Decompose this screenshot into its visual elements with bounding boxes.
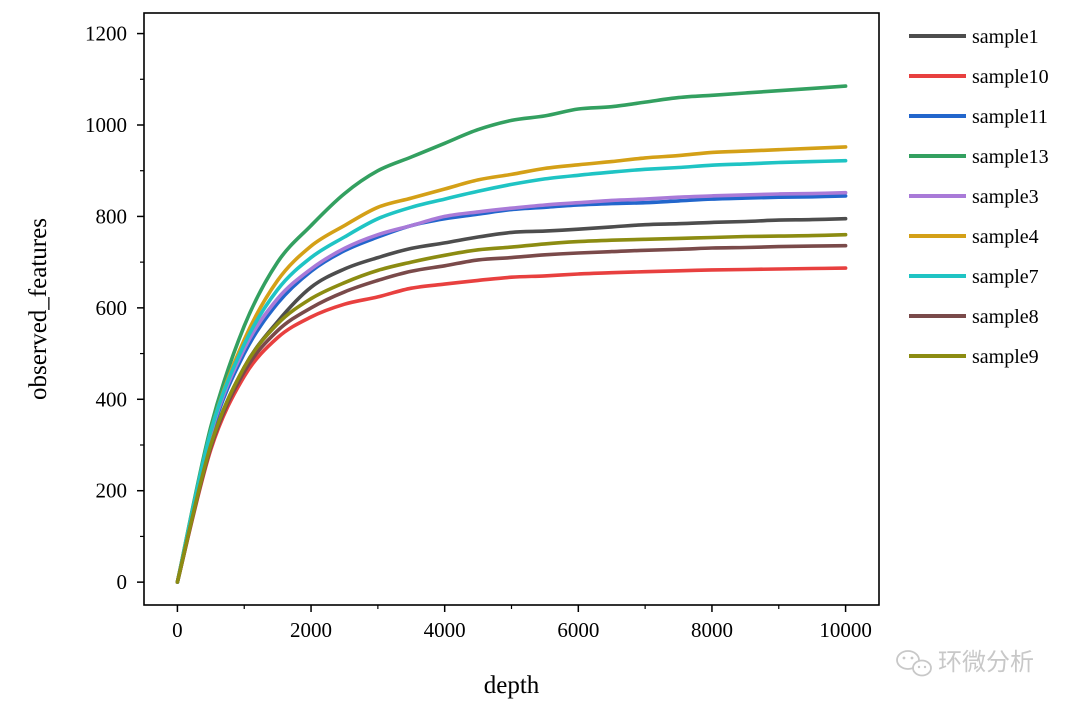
- y-tick-label: 600: [96, 296, 128, 320]
- legend-item-sample7: sample7: [909, 266, 1039, 288]
- y-tick-label: 0: [117, 570, 128, 594]
- legend-label: sample4: [972, 226, 1039, 248]
- x-axis-title: depth: [484, 672, 540, 699]
- legend-item-sample4: sample4: [909, 226, 1039, 248]
- series-line-sample4: [175, 145, 848, 584]
- legend-label: sample3: [972, 186, 1039, 208]
- watermark-text: 环微分析: [938, 648, 1034, 676]
- y-tick-label: 1000: [85, 113, 127, 137]
- legend-label: sample7: [972, 266, 1039, 288]
- legend-item-sample1: sample1: [909, 26, 1039, 48]
- legend-label: sample9: [972, 346, 1039, 368]
- x-axis-ticks: 0 2000 4000 6000 8000 10000: [172, 605, 872, 642]
- legend-item-sample8: sample8: [909, 306, 1039, 328]
- series-line-sample7: [175, 158, 848, 584]
- plot-frame: [143, 12, 880, 606]
- legend-label: sample1: [972, 26, 1039, 48]
- x-tick-label: 4000: [424, 618, 466, 642]
- legend-item-sample11: sample11: [909, 106, 1048, 128]
- y-tick-label: 800: [96, 204, 128, 228]
- series-line-sample8: [175, 243, 848, 584]
- legend-label: sample11: [972, 106, 1048, 128]
- series-line-sample9: [175, 232, 848, 584]
- legend-item-sample13: sample13: [909, 146, 1049, 168]
- series-line-sample3: [175, 190, 848, 584]
- series-line-sample10: [175, 266, 848, 584]
- x-tick-label: 2000: [290, 618, 332, 642]
- x-tick-label: 8000: [691, 618, 733, 642]
- watermark: 环微分析: [896, 648, 1034, 677]
- legend-label: sample13: [972, 146, 1049, 168]
- x-tick-label: 6000: [557, 618, 599, 642]
- legend-label: sample8: [972, 306, 1039, 328]
- legend-label: sample10: [972, 66, 1049, 88]
- y-axis-ticks: 0 200 400 600 800 1000 1200: [85, 22, 144, 594]
- y-tick-label: 400: [96, 387, 128, 411]
- legend: sample1 sample10 sample11 sample13 sample3 sa…: [909, 26, 1049, 368]
- series-line-sample13: [175, 84, 848, 584]
- legend-item-sample9: sample9: [909, 346, 1039, 368]
- series-line-sample11: [175, 194, 848, 584]
- x-tick-label: 0: [172, 618, 183, 642]
- y-tick-label: 1200: [85, 22, 127, 46]
- y-axis-title: observed_features: [25, 218, 52, 400]
- legend-item-sample3: sample3: [909, 186, 1039, 208]
- series-layer: [175, 84, 848, 584]
- plot-area: 0 2000 4000 6000 8000 10000 0 200 400 600 800 1000…: [85, 12, 880, 642]
- x-tick-label: 10000: [819, 618, 872, 642]
- series-line-sample1: [175, 216, 848, 584]
- wechat-icon: [896, 650, 932, 677]
- legend-item-sample10: sample10: [909, 66, 1049, 88]
- y-tick-label: 200: [96, 479, 128, 503]
